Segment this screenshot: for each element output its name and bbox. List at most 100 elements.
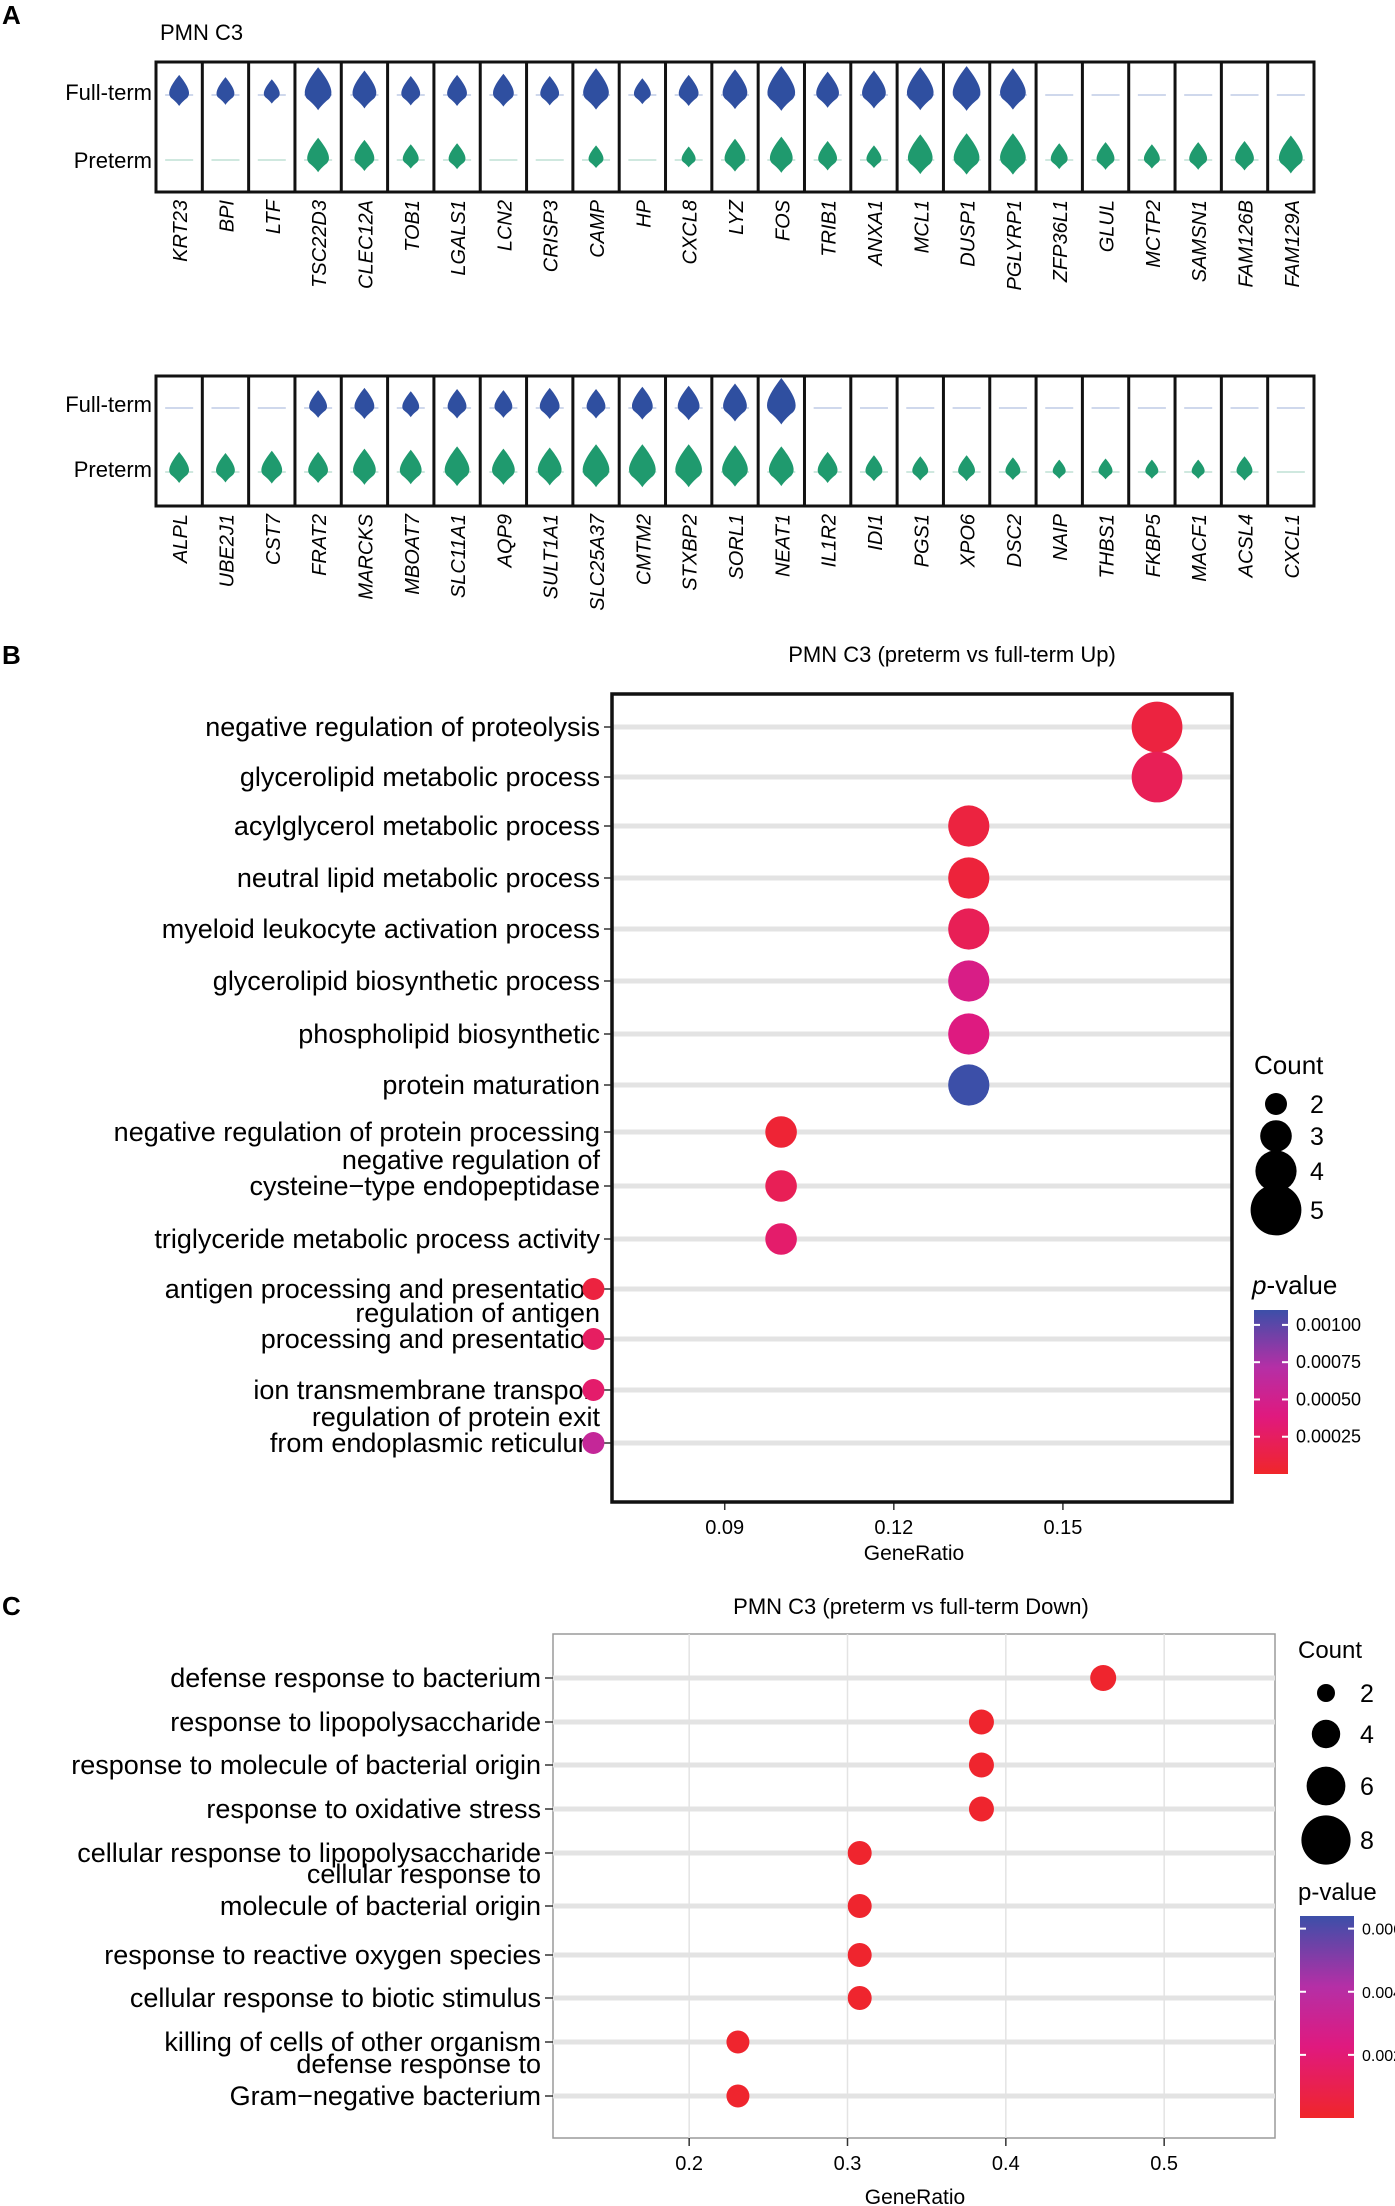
- gene-label-AQP9: AQP9: [494, 514, 516, 568]
- dot-9: [765, 1170, 797, 1202]
- violin-preterm-FAM129A: [1278, 135, 1303, 174]
- term-label: acylglycerol metabolic process: [234, 811, 600, 841]
- colorbar-tick-label: 0.00050: [1296, 1389, 1361, 1409]
- violin-preterm-TOB1: [402, 144, 419, 169]
- gene-label-SLC11A1: SLC11A1: [448, 514, 470, 598]
- plot-b: negative regulation of proteolysis glycer…: [114, 701, 1232, 1539]
- x-tick-label: 0.15: [1043, 1517, 1082, 1539]
- gene-label-NAIP: NAIP: [1050, 513, 1072, 560]
- legend-count-label: 3: [1310, 1123, 1324, 1151]
- gene-label-XPO6: XPO6: [958, 513, 980, 568]
- dot-7: [948, 1064, 990, 1106]
- term-label: phospholipid biosynthetic: [298, 1019, 600, 1049]
- violin-preterm-MBOAT7: [399, 449, 422, 485]
- dot-6: [847, 1943, 872, 1967]
- violin-fullterm-SLC11A1: [447, 389, 467, 419]
- gene-label-LYZ: LYZ: [726, 199, 748, 235]
- term-label: defense response to: [296, 2049, 541, 2079]
- legend-count-label: 4: [1310, 1158, 1324, 1186]
- gene-label-ALPL: ALPL: [170, 514, 192, 564]
- violin-preterm-TRIB1: [818, 141, 838, 171]
- gene-label-FAM129A: FAM129A: [1282, 200, 1304, 287]
- violin-fullterm-ANXA1: [862, 70, 886, 109]
- gene-label-CST7: CST7: [263, 513, 285, 565]
- gene-label-LCN2: LCN2: [494, 200, 516, 251]
- term-label: cellular response to lipopolysaccharide: [77, 1838, 541, 1868]
- violin-fullterm-CXCL8: [678, 74, 699, 107]
- gene-label-DSC2: DSC2: [1004, 514, 1026, 567]
- gene-label-FKBP5: FKBP5: [1143, 513, 1165, 577]
- violin-preterm-FKBP5: [1145, 459, 1159, 479]
- term-label: response to lipopolysaccharide: [170, 1707, 541, 1737]
- legend-b-pvalue-title-p: p: [1251, 1270, 1266, 1300]
- panel-a-letter: A: [2, 0, 21, 30]
- violin-preterm-UBE2J1: [216, 453, 235, 483]
- violin-preterm-TSC22D3: [307, 137, 329, 173]
- dot-3: [968, 1796, 994, 1822]
- violin-preterm-MACF1: [1191, 459, 1205, 479]
- dot-3: [948, 857, 990, 899]
- violin-fullterm-LYZ: [722, 69, 748, 110]
- legend-count-dot: [1311, 1719, 1341, 1749]
- legend-count-dot: [1317, 1684, 1335, 1702]
- dot-1: [1131, 751, 1183, 803]
- gene-label-MACF1: MACF1: [1189, 514, 1211, 582]
- colorbar-c: [1300, 1916, 1354, 2118]
- dot-8: [765, 1116, 797, 1148]
- violin-preterm-LYZ: [724, 138, 746, 172]
- violin-preterm-XPO6: [958, 455, 976, 482]
- violin-fullterm-AQP9: [494, 390, 513, 418]
- term-label: triglyceride metabolic process activity: [154, 1224, 600, 1254]
- legend-count-label: 4: [1360, 1721, 1374, 1749]
- term-label: regulation of antigen: [355, 1298, 600, 1328]
- gene-label-FOS: FOS: [772, 199, 794, 241]
- legend-count-label: 5: [1310, 1197, 1324, 1225]
- violin-fullterm-LGALS1: [447, 74, 467, 107]
- violin-preterm-FRAT2: [308, 451, 329, 484]
- dot-12: [582, 1328, 605, 1350]
- gene-label-MCTP2: MCTP2: [1143, 200, 1165, 268]
- plot-b-xlabel: GeneRatio: [864, 1542, 964, 1565]
- plot-c-xlabel: GeneRatio: [865, 2186, 965, 2206]
- gene-label-KRT23: KRT23: [170, 200, 192, 262]
- violin-fullterm-SLC25A37: [586, 389, 606, 419]
- term-label: cellular response to biotic stimulus: [130, 1983, 541, 2013]
- violin-fullterm-FOS: [767, 66, 796, 111]
- gene-label-TOB1: TOB1: [402, 200, 424, 252]
- violin-preterm-SORL1: [722, 445, 748, 487]
- violin-preterm-CST7: [261, 450, 283, 484]
- violin-fullterm-CMTM2: [631, 386, 653, 420]
- gene-label-IL1R2: IL1R2: [819, 514, 841, 567]
- legend-count-label: 2: [1360, 1680, 1374, 1708]
- gene-label-ZFP36L1: ZFP36L1: [1050, 200, 1072, 283]
- legend-b-count: 2 3 4 5: [1250, 1091, 1324, 1236]
- violin-preterm-CMTM2: [629, 444, 656, 488]
- gene-label-THBS1: THBS1: [1097, 514, 1119, 578]
- gene-label-CXCL1: CXCL1: [1282, 514, 1304, 578]
- x-tick-label: 0.2: [675, 2153, 703, 2175]
- violin-preterm-IL1R2: [817, 451, 838, 484]
- violin-fullterm-NEAT1: [767, 378, 796, 425]
- legend-count-label: 8: [1360, 1827, 1374, 1855]
- dot-2: [968, 1752, 994, 1778]
- dot-1: [968, 1709, 994, 1735]
- violin-fullterm-MCL1: [906, 67, 934, 111]
- panel-b: B PMN C3 (preterm vs full-term Up) negat…: [2, 640, 1361, 1565]
- violin-fullterm-KRT23: [169, 74, 190, 107]
- panel-a: A PMN C3 Full-term Preterm Full-term Pre…: [2, 0, 1316, 611]
- term-label: response to molecule of bacterial origin: [71, 1750, 541, 1780]
- violin-fullterm-LCN2: [493, 73, 514, 107]
- colorbar-tick-label: 0.006: [1362, 1922, 1395, 1939]
- term-label: killing of cells of other organism: [164, 2027, 541, 2057]
- term-label: negative regulation of: [342, 1145, 601, 1175]
- gene-label-LTF: LTF: [263, 198, 285, 234]
- legend-count-dot: [1255, 1150, 1297, 1192]
- gene-label-ANXA1: ANXA1: [865, 200, 887, 267]
- violin-preterm-MCTP2: [1143, 144, 1160, 169]
- term-label: ion transmembrane transport: [253, 1375, 600, 1405]
- violin-preterm-CLEC12A: [354, 139, 375, 172]
- violin-row1-frame: [154, 60, 1316, 194]
- gene-label-LGALS1: LGALS1: [448, 200, 470, 276]
- gene-label-CRISP3: CRISP3: [541, 200, 563, 272]
- violin-fullterm-TSC22D3: [304, 67, 332, 111]
